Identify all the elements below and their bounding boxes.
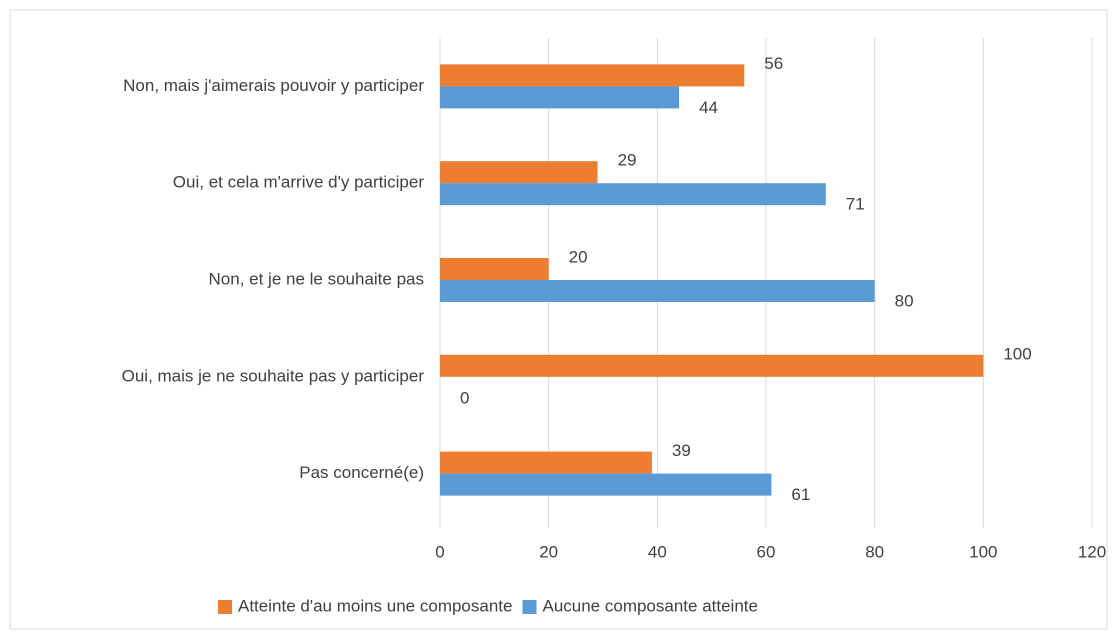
data-label: 100 <box>1003 344 1031 363</box>
bar <box>440 473 772 496</box>
data-label: 29 <box>618 151 637 170</box>
data-label: 20 <box>569 247 588 266</box>
x-tick-label: 20 <box>539 542 558 561</box>
bar <box>440 258 549 280</box>
x-tick-label: 120 <box>1078 542 1106 561</box>
data-label: 71 <box>846 195 865 214</box>
y-tick-label: Non, et je ne le souhaite pas <box>209 269 424 288</box>
bar <box>440 451 652 474</box>
data-label: 61 <box>791 485 810 504</box>
x-tick-label: 0 <box>435 542 444 561</box>
bar <box>440 280 875 302</box>
legend-label: Aucune composante atteinte <box>542 596 757 615</box>
y-tick-label: Oui, mais je ne souhaite pas y participe… <box>122 366 425 385</box>
bar <box>440 183 826 206</box>
x-tick-label: 60 <box>757 542 776 561</box>
bar <box>440 354 984 377</box>
x-tick-label: 80 <box>865 542 884 561</box>
y-tick-label: Pas concerné(e) <box>299 463 424 482</box>
legend-label: Atteinte d'au moins une composante <box>238 596 512 615</box>
chart-border <box>9 9 1108 630</box>
data-label: 44 <box>699 98 718 117</box>
data-label: 39 <box>672 441 691 460</box>
data-label: 56 <box>764 54 783 73</box>
y-tick-label: Non, mais j'aimerais pouvoir y participe… <box>123 76 424 95</box>
y-tick-label: Oui, et cela m'arrive d'y participer <box>173 173 425 192</box>
bar <box>440 64 745 87</box>
bar <box>440 161 598 184</box>
x-tick-label: 40 <box>648 542 667 561</box>
data-label: 80 <box>895 291 914 310</box>
data-label: 0 <box>460 388 469 407</box>
bar <box>440 86 680 109</box>
legend-swatch <box>522 600 537 614</box>
x-tick-label: 100 <box>969 542 997 561</box>
legend-swatch <box>218 600 232 614</box>
